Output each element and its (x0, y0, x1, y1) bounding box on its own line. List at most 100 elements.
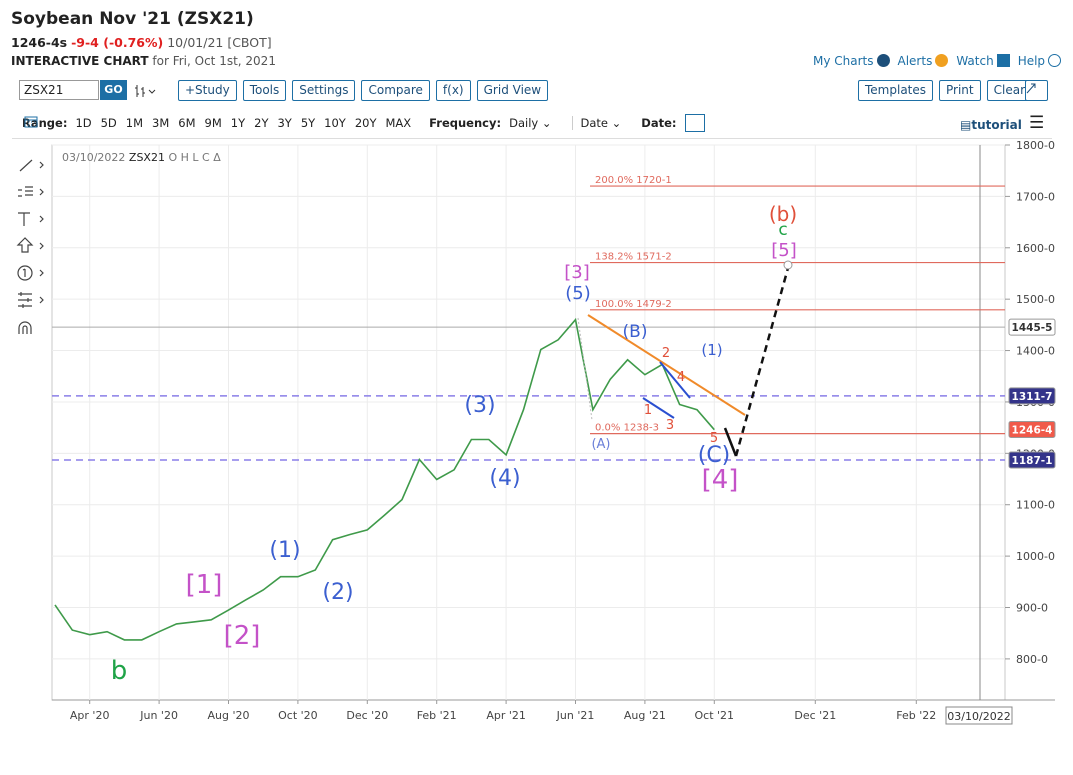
toolbar-button[interactable]: Tools (242, 80, 287, 101)
toolbar-button[interactable]: Grid View (476, 80, 549, 101)
range-option[interactable]: 1M (125, 116, 144, 130)
y-tick-label: 1600-0 (1016, 242, 1055, 255)
header-link[interactable]: My Charts (813, 54, 890, 68)
toolbar-button[interactable]: Print (939, 80, 981, 101)
wave-label: [5] (771, 240, 797, 261)
quote-line: 1246-4s -9-4 (-0.76%) 10/01/21 [CBOT] (11, 35, 272, 50)
toolbar-button[interactable]: Clear (986, 80, 1033, 101)
toolbar-button[interactable]: Settings (292, 80, 356, 101)
grid: 800-0900-01000-01100-01200-01300-01400-0… (52, 139, 1055, 725)
plot-frame (51, 144, 1006, 701)
level-tag-label: 1311-7 (1012, 391, 1053, 403)
drawing-tools (16, 159, 44, 334)
chart-legend: 03/10/2022 ZSX21 O H L C Δ (62, 151, 221, 164)
wave-label: 5 (710, 431, 718, 446)
tool-settings[interactable] (18, 292, 32, 308)
legend-fields: O H L C Δ (168, 151, 221, 164)
wave-label: (2) (322, 580, 353, 605)
frequency-value: Daily (509, 116, 539, 130)
calendar-icon (24, 116, 38, 128)
header-link[interactable]: Help (1017, 54, 1062, 68)
range-option[interactable]: 20Y (354, 116, 377, 130)
calendar-button[interactable] (24, 114, 705, 132)
wave-label: [2] (224, 621, 261, 651)
range-option[interactable]: MAX (385, 116, 412, 130)
wave-label: (1) (269, 538, 300, 563)
x-tick-label: Dec '20 (346, 709, 388, 722)
divider (12, 138, 1052, 139)
date-mode-value: Date (580, 116, 609, 130)
tool-line[interactable] (19, 159, 33, 172)
range-option[interactable]: 5D (100, 116, 117, 130)
range-option[interactable]: 3Y (277, 116, 292, 130)
tool-count[interactable] (17, 265, 33, 281)
header-link[interactable]: Alerts (898, 54, 949, 68)
wedge-line (659, 361, 691, 399)
range-option[interactable]: 1Y (230, 116, 246, 130)
wave-label: (1) (701, 341, 722, 359)
tool-text[interactable] (18, 212, 30, 226)
toolbar-button[interactable]: Templates (858, 80, 934, 101)
cursor-date: 03/10/2022 (947, 710, 1010, 723)
tool-magnet[interactable] (18, 321, 32, 334)
trend-line (587, 314, 746, 416)
date-mode-select[interactable]: Date ⌄ (571, 116, 621, 130)
frequency-select[interactable]: Daily ⌄ (509, 116, 552, 130)
ref-tag-label: 1445-5 (1012, 322, 1053, 334)
cursor-date-box (945, 706, 1013, 725)
wave-label: [1] (186, 570, 223, 600)
levels: 1445-5 1311-7 1187-1 200.0% 1720-1 138.2% 15… (52, 175, 1056, 469)
range-option[interactable]: 1D (75, 116, 92, 130)
chart-label: INTERACTIVE CHART (11, 54, 149, 68)
range-option[interactable]: 10Y (324, 116, 346, 130)
tutorial-link[interactable]: ▤tutorial (960, 118, 1022, 132)
toolbar-left: +Study Tools Settings Compare f(x) Grid View (178, 80, 549, 101)
link-icon (876, 54, 890, 67)
header-link[interactable]: Watch (956, 54, 1010, 68)
wave-label: 1 (644, 403, 652, 418)
wave-label: (A) (591, 437, 610, 452)
tool-arrow[interactable] (16, 237, 34, 253)
menu-button[interactable]: ☰ (1029, 113, 1045, 133)
expand-button[interactable] (1025, 80, 1048, 101)
quote-date: 10/01/21 [CBOT] (167, 35, 272, 50)
range-option[interactable]: 5Y (300, 116, 316, 130)
tool-fib[interactable] (18, 186, 33, 197)
x-tick-label: Apr '20 (70, 709, 110, 722)
ref-tag-box (1008, 318, 1056, 336)
level-tag-box (1008, 387, 1056, 405)
x-tick-label: Apr '21 (486, 709, 526, 722)
chart-type-icon (135, 85, 156, 97)
wave-label: b (111, 656, 128, 686)
legend-date: 03/10/2022 (62, 151, 125, 164)
toolbar-button[interactable]: +Study (178, 80, 237, 101)
toolbar-button[interactable]: Compare (361, 80, 430, 101)
series (54, 317, 715, 641)
range-option[interactable]: 6M (178, 116, 196, 130)
chevron (39, 269, 44, 277)
range-option[interactable]: 3M (152, 116, 170, 130)
chevron (39, 296, 44, 304)
wave-label: 3 (666, 418, 674, 433)
symbol-input[interactable]: ZSX21 (19, 80, 99, 100)
projection-line (734, 267, 790, 457)
go-button[interactable]: GO (100, 80, 127, 100)
link-text: Alerts (897, 54, 933, 68)
x-tick-label: Feb '21 (417, 709, 457, 722)
wave-label: [4] (702, 465, 739, 495)
range-option[interactable]: 2Y (254, 116, 269, 130)
link-icon (996, 54, 1010, 67)
range-bar: Range: 1D 5D 1M 3M 6M 9M 1Y 2Y 3Y 5Y 10Y 20Y MAX Fre… (22, 114, 705, 132)
link-icon (1048, 54, 1062, 67)
link-text: Help (1017, 54, 1046, 68)
legend-symbol: ZSX21 (129, 151, 165, 164)
chart-type-button[interactable] (134, 83, 160, 99)
range-option[interactable]: 9M (204, 116, 222, 130)
toolbar-button[interactable]: f(x) (435, 80, 471, 101)
chevron (39, 188, 44, 196)
wave-label: (4) (489, 466, 520, 491)
fib-label: 100.0% 1479-2 (595, 299, 672, 310)
x-tick-label: Dec '21 (794, 709, 836, 722)
level-tag-label: 1187-1 (1012, 455, 1053, 467)
expand-icon (1026, 83, 1036, 94)
